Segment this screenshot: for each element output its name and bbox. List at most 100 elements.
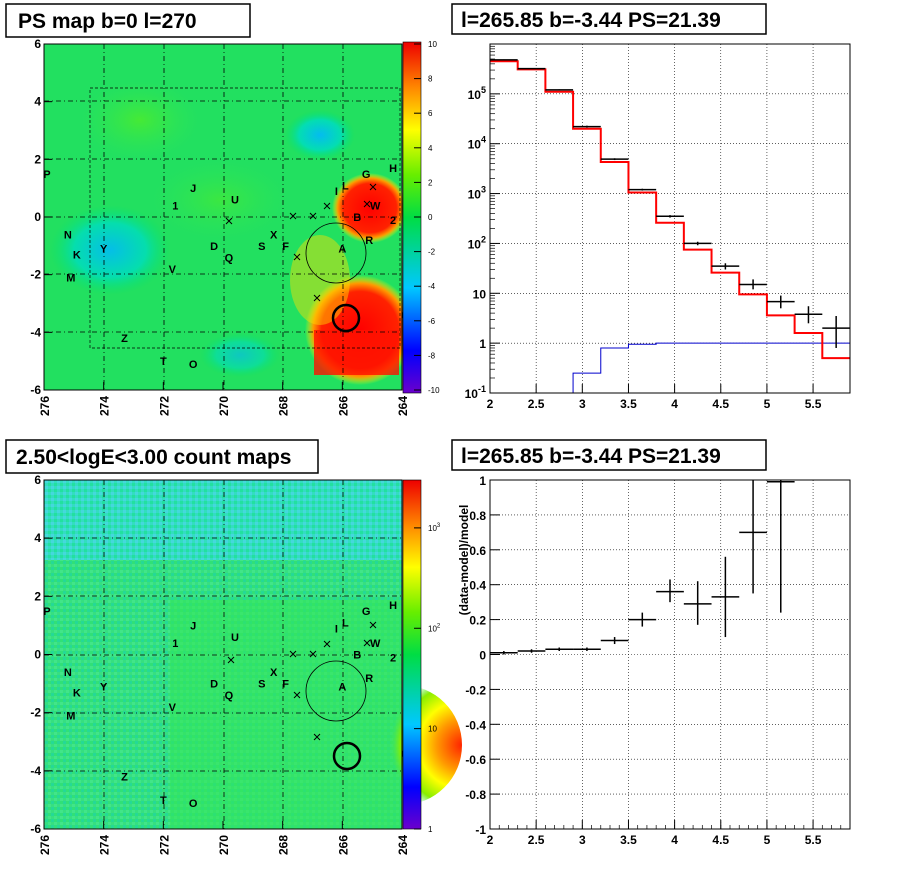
source-label: X <box>270 229 278 241</box>
residual-panel: l=265.85 b=-3.44 PS=21.39 2 2.5 3 3.5 4 4.5 5 5… <box>451 439 851 847</box>
y-tick-label: 4 <box>34 95 41 109</box>
count-map-markers <box>227 621 377 771</box>
y-tick-label: 102 <box>468 234 486 251</box>
colorbar-tick-label: -2 <box>428 248 436 257</box>
colorbar-tick-label: 2 <box>428 178 433 187</box>
x-tick-label: 264 <box>396 835 410 855</box>
source-label: W <box>370 638 381 650</box>
source-label: B <box>353 212 361 224</box>
colorbar-tick-label: -4 <box>428 282 436 291</box>
count-map-panel: 2.50<logE<3.00 count maps PNKMY1JUDQVSXF… <box>5 439 462 855</box>
spectrum-series <box>490 59 850 394</box>
source-label: L <box>342 180 349 192</box>
residual-point <box>766 480 795 613</box>
x-tick-label: 272 <box>157 396 171 416</box>
data-point <box>573 125 601 128</box>
data-point <box>628 188 657 191</box>
count-map-colorbar <box>403 480 421 829</box>
x-tick-label: 5 <box>764 397 771 411</box>
source-label: U <box>231 632 239 644</box>
source-label: L <box>342 618 349 630</box>
colorbar-tick-label: -8 <box>428 351 436 360</box>
x-tick-label: 276 <box>38 835 52 855</box>
source-label: F <box>282 679 289 691</box>
source-label: R <box>365 673 373 685</box>
y-tick-label: 1 <box>479 474 486 488</box>
y-tick-label: 0 <box>34 210 41 224</box>
colorbar-tick-label: 1 <box>428 825 433 834</box>
x-tick-label: 3.5 <box>620 397 637 411</box>
y-tick-label: 4 <box>34 531 41 545</box>
y-tick-label: 2 <box>34 152 41 166</box>
source-label: J <box>190 183 196 195</box>
y-tick-label: 0 <box>34 648 41 662</box>
x-tick-label: 4.5 <box>712 397 729 411</box>
source-label: Z <box>121 333 128 345</box>
x-tick-label: 4 <box>671 833 678 847</box>
x-tick-label: 264 <box>396 396 410 416</box>
source-label: 1 <box>172 200 178 212</box>
count-map-x-markers <box>227 621 377 741</box>
y-tick-label: 0.6 <box>469 544 486 558</box>
colorbar-tick-label: -10 <box>428 386 440 395</box>
residual-grid <box>489 479 850 830</box>
y-tick-label: 10-1 <box>465 384 486 401</box>
residual-point <box>490 651 518 655</box>
source-label: P <box>43 606 50 618</box>
data-point <box>600 158 629 161</box>
ps-map-grid <box>44 44 402 390</box>
source-label: O <box>189 798 198 810</box>
colorbar-tick-label: 6 <box>428 109 433 118</box>
data-point <box>683 241 712 246</box>
residual-ylabel: (data-model)/model <box>457 505 471 616</box>
data-point <box>739 279 767 290</box>
x-tick-label: 272 <box>157 835 171 855</box>
colorbar-tick-label: 10 <box>428 40 437 49</box>
ps-map-roi-circle <box>305 222 367 284</box>
source-label: I <box>335 186 338 198</box>
ps-component-series <box>490 342 850 394</box>
count-map-target-circle <box>332 741 362 771</box>
colorbar-tick-label: 103 <box>428 523 441 533</box>
residual-point <box>573 647 601 652</box>
x-tick-label: 276 <box>38 396 52 416</box>
x-tick-label: 270 <box>217 835 231 855</box>
source-label: W <box>370 200 381 212</box>
residual-series <box>490 480 795 655</box>
x-tick-label: 4 <box>671 397 678 411</box>
y-tick-label: -1 <box>475 823 486 837</box>
y-tick-label: 1 <box>479 337 486 351</box>
ps-map-roi-box <box>89 87 401 349</box>
ps-map-colorbar <box>403 42 421 393</box>
y-tick-label: 6 <box>34 37 41 51</box>
ps-map-title-box <box>5 3 251 38</box>
y-tick-label: 104 <box>468 135 486 152</box>
colorbar-tick-label: 102 <box>428 623 441 633</box>
spectrum-title-box <box>451 3 767 35</box>
ps-map-title: PS map b=0 l=270 <box>18 10 197 33</box>
ps-map-colorbar-ticks: 10 8 6 4 2 0 -2 -4 -6 -8 -10 <box>414 40 440 395</box>
source-label: V <box>169 264 177 276</box>
x-tick-label: 266 <box>336 396 350 416</box>
source-label: S <box>258 679 265 691</box>
ps-map-source-labels: PNKMY1JUDQVSXFARBW2ILGHCZTO <box>43 163 409 371</box>
source-label: S <box>258 241 265 253</box>
y-tick-label: -6 <box>30 383 41 397</box>
source-label: Q <box>225 252 234 264</box>
y-tick-label: 105 <box>468 85 486 102</box>
x-tick-label: 2.5 <box>528 833 545 847</box>
y-tick-label: 103 <box>468 185 486 202</box>
source-label: T <box>160 795 167 807</box>
source-label: P <box>43 169 50 181</box>
spectrum-title: l=265.85 b=-3.44 PS=21.39 <box>461 9 721 32</box>
y-tick-label: -0.2 <box>465 683 486 697</box>
y-tick-label: -4 <box>30 764 41 778</box>
source-label: N <box>64 229 72 241</box>
source-label: Y <box>100 681 108 693</box>
source-label: M <box>66 711 75 723</box>
residual-point <box>656 579 684 603</box>
colorbar-tick-label: 8 <box>428 75 433 84</box>
